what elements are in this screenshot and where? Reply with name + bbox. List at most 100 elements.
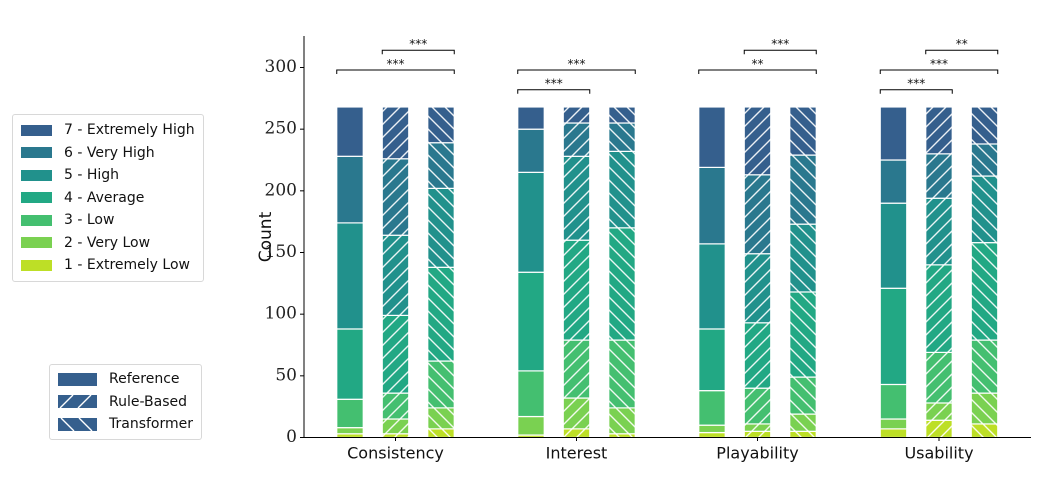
bar-segment-interest-reference-level-6 [517, 128, 545, 173]
bar-hatch-usability-rule-based-level-3 [925, 352, 953, 403]
bar-hatch-consistency-transformer-level-2 [427, 407, 455, 429]
y-tick-label: 300 [265, 57, 297, 77]
bar-hatch-interest-rule-based-level-3 [563, 340, 590, 399]
bracket-line [743, 49, 817, 55]
legend-hatch-swatch [58, 372, 97, 386]
bar-consistency-reference [336, 106, 364, 439]
bar-hatch-interest-transformer-level-3 [608, 340, 636, 408]
bar-hatch-interest-rule-based-level-5 [563, 156, 590, 241]
legend-swatch [21, 259, 52, 271]
bar-hatch-playability-transformer-level-5 [789, 224, 817, 292]
bar-hatch-playability-rule-based-level-4 [744, 322, 771, 389]
significance-label: *** [771, 37, 789, 51]
bar-hatch-interest-rule-based-level-2 [563, 398, 590, 429]
bar-hatch-consistency-rule-based-level-2 [382, 419, 409, 434]
bar-usability-rule-based [925, 106, 953, 439]
significance-bracket: ** [925, 37, 999, 55]
bar-segment-consistency-reference-level-2 [336, 427, 364, 435]
y-tick-label: 50 [275, 365, 297, 385]
bracket-line [879, 89, 953, 94]
bar-segment-playability-reference-level-7 [698, 106, 726, 169]
significance-bracket: *** [381, 37, 455, 55]
bar-hatch-interest-transformer-level-5 [608, 151, 636, 228]
y-tick-label: 100 [265, 304, 297, 324]
bar-hatch-playability-rule-based-level-7 [744, 106, 771, 175]
significance-bracket: *** [879, 57, 999, 74]
bracket-line [517, 69, 636, 74]
bar-usability-transformer [970, 106, 999, 439]
significance-label: *** [907, 77, 925, 91]
significance-label: *** [409, 37, 427, 51]
bar-interest-rule-based [562, 106, 591, 439]
y-tick-label: 200 [265, 180, 297, 200]
legend-item-4-average: 4 - Average [21, 187, 195, 210]
legend-label: Transformer [109, 416, 194, 433]
bar-hatch-interest-transformer-level-1 [608, 433, 636, 438]
bar-segment-interest-reference-level-2 [517, 415, 545, 436]
bar-hatch-interest-rule-based-level-7 [563, 106, 590, 123]
bar-playability-rule-based [743, 106, 772, 439]
legend-label: Rule-Based [109, 393, 188, 410]
bar-hatch-usability-rule-based-level-4 [925, 264, 953, 353]
bar-hatch-playability-transformer-level-6 [789, 155, 817, 225]
legend-item-2-very-low: 2 - Very Low [21, 232, 195, 255]
bar-hatch-usability-rule-based-level-5 [925, 198, 953, 265]
bar-hatch-usability-rule-based-level-1 [925, 420, 953, 438]
legend-label: 2 - Very Low [64, 234, 151, 251]
bar-hatch-interest-rule-based-level-1 [563, 428, 590, 438]
bar-hatch-interest-transformer-level-6 [608, 123, 636, 152]
bar-segment-usability-reference-level-6 [879, 159, 908, 204]
legend-label: 5 - High [64, 167, 120, 184]
bar-segment-interest-reference-level-5 [517, 171, 545, 273]
bracket-line [698, 69, 817, 74]
bar-hatch-playability-rule-based-level-1 [744, 431, 771, 438]
bar-hatch-playability-transformer-level-1 [789, 431, 817, 438]
bar-hatch-interest-rule-based-level-4 [563, 240, 590, 341]
bar-hatch-consistency-transformer-level-3 [427, 361, 455, 408]
bar-hatch-usability-rule-based-level-7 [925, 106, 953, 154]
bar-segment-usability-reference-level-3 [879, 383, 908, 420]
y-tick-label: 150 [265, 242, 297, 262]
bar-hatch-usability-transformer-level-2 [971, 393, 998, 424]
y-ticks: 0 50 100 150 200 250 300 [265, 57, 304, 447]
bar-segment-playability-reference-level-1 [698, 431, 726, 439]
x-tick-label-consistency: Consistency [347, 444, 444, 463]
x-tick-label-playability: Playability [716, 444, 798, 463]
legend-item-transformer: Transformer [58, 413, 193, 436]
legend-item-5-high: 5 - High [21, 164, 195, 187]
bar-hatch-consistency-rule-based-level-3 [382, 393, 409, 419]
y-axis-label: Count [256, 211, 276, 262]
bar-hatch-playability-rule-based-level-3 [744, 388, 771, 424]
x-ticks: Consistency Interest Playability Usability [347, 437, 974, 463]
bar-hatch-usability-transformer-level-4 [971, 242, 998, 341]
bar-hatch-consistency-rule-based-level-1 [382, 433, 409, 438]
significance-label: *** [387, 57, 405, 71]
bar-segment-consistency-reference-level-4 [336, 328, 364, 400]
bar-segment-playability-reference-level-2 [698, 424, 726, 434]
bar-segment-consistency-reference-level-5 [336, 222, 364, 330]
significance-bracket: *** [879, 77, 953, 94]
bracket-line [925, 49, 999, 55]
legend-swatch [21, 237, 52, 249]
bar-consistency-transformer [427, 106, 455, 439]
bar-segment-usability-reference-level-2 [879, 418, 908, 430]
legend-hatch-swatch [58, 395, 97, 409]
bar-segment-playability-reference-level-5 [698, 243, 726, 330]
bar-hatch-usability-transformer-level-7 [971, 106, 998, 144]
bar-hatch-consistency-transformer-level-6 [427, 142, 455, 189]
bar-segment-consistency-reference-level-7 [336, 106, 364, 157]
bar-segment-usability-reference-level-4 [879, 287, 908, 386]
bar-hatch-usability-transformer-level-1 [971, 423, 998, 438]
significance-bracket: *** [336, 57, 455, 74]
bar-hatch-interest-transformer-level-4 [608, 227, 636, 341]
significance-label: *** [568, 57, 586, 71]
bar-hatch-playability-transformer-level-7 [789, 106, 817, 156]
legend-item-7-extremely-high: 7 - Extremely High [21, 119, 195, 142]
significance-label: ** [752, 57, 764, 71]
bar-hatch-usability-transformer-level-6 [971, 143, 998, 177]
legend-swatch [21, 147, 52, 159]
bar-playability-transformer [789, 106, 817, 439]
bar-hatch-playability-transformer-level-3 [789, 377, 817, 415]
significance-label: ** [956, 37, 968, 51]
